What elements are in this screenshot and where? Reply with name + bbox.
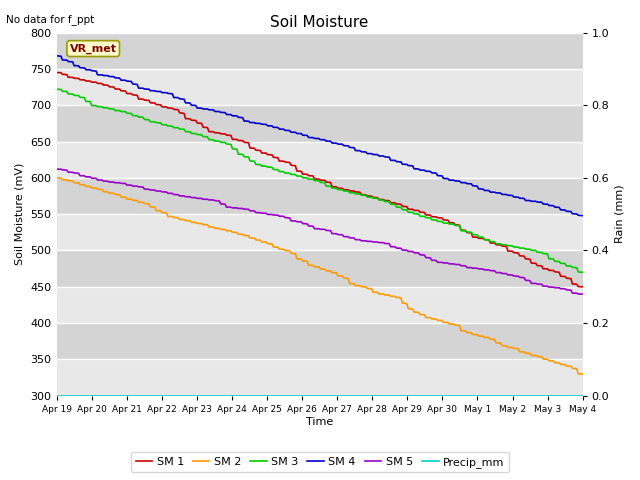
SM 2 [579, 371, 586, 377]
SM 3 [236, 151, 244, 157]
SM 2 [52, 175, 60, 181]
SM 4 [52, 53, 60, 59]
Bar [56, 105, 582, 142]
SM 3 [209, 137, 217, 143]
Precip_mm [209, 393, 217, 399]
Precip_mm [283, 393, 291, 399]
SM 1 [579, 284, 586, 290]
X-axis label: Time: Time [306, 417, 333, 427]
Bar [56, 251, 582, 287]
SM 5 [550, 284, 557, 290]
SM 2 [117, 194, 125, 200]
Text: VR_met: VR_met [70, 44, 116, 54]
Line: SM 2: SM 2 [56, 178, 582, 374]
SM 2 [209, 224, 217, 230]
SM 4 [283, 128, 291, 133]
Precip_mm [550, 393, 557, 399]
SM 5 [227, 204, 235, 210]
Bar [56, 142, 582, 178]
SM 2 [550, 358, 557, 364]
Title: Soil Moisture: Soil Moisture [271, 15, 369, 30]
Line: SM 3: SM 3 [56, 89, 582, 272]
Y-axis label: Rain (mm): Rain (mm) [615, 185, 625, 243]
SM 1 [117, 88, 125, 94]
Legend: SM 1, SM 2, SM 3, SM 4, SM 5, Precip_mm: SM 1, SM 2, SM 3, SM 4, SM 5, Precip_mm [131, 452, 509, 472]
SM 4 [117, 77, 125, 83]
Line: SM 4: SM 4 [56, 56, 582, 216]
SM 1 [550, 267, 557, 273]
SM 1 [283, 159, 291, 165]
Line: SM 5: SM 5 [56, 169, 582, 294]
Bar [56, 178, 582, 214]
SM 5 [117, 180, 125, 186]
SM 3 [550, 256, 557, 262]
Bar [56, 33, 582, 69]
SM 3 [283, 170, 291, 176]
SM 1 [227, 132, 235, 138]
SM 4 [227, 112, 235, 118]
SM 4 [209, 107, 217, 113]
SM 5 [52, 166, 60, 172]
Bar [56, 360, 582, 396]
Precip_mm [117, 393, 125, 399]
SM 3 [117, 108, 125, 114]
SM 5 [236, 205, 244, 211]
SM 2 [236, 231, 244, 237]
SM 5 [209, 197, 217, 203]
Line: SM 1: SM 1 [56, 72, 582, 287]
SM 5 [579, 291, 586, 297]
Y-axis label: Soil Moisture (mV): Soil Moisture (mV) [15, 163, 25, 265]
Bar [56, 323, 582, 360]
SM 1 [236, 138, 244, 144]
SM 1 [209, 129, 217, 134]
SM 2 [227, 228, 235, 234]
Precip_mm [227, 393, 235, 399]
SM 4 [550, 203, 557, 208]
Bar [56, 214, 582, 251]
SM 3 [579, 269, 586, 275]
SM 4 [579, 213, 586, 218]
Precip_mm [236, 393, 244, 399]
Bar [56, 287, 582, 323]
SM 1 [52, 70, 60, 75]
SM 2 [283, 248, 291, 253]
Precip_mm [579, 393, 586, 399]
SM 5 [283, 215, 291, 221]
SM 4 [236, 115, 244, 120]
Precip_mm [52, 393, 60, 399]
Text: No data for f_ppt: No data for f_ppt [6, 14, 95, 25]
Bar [56, 69, 582, 105]
SM 3 [52, 86, 60, 92]
SM 3 [227, 142, 235, 147]
